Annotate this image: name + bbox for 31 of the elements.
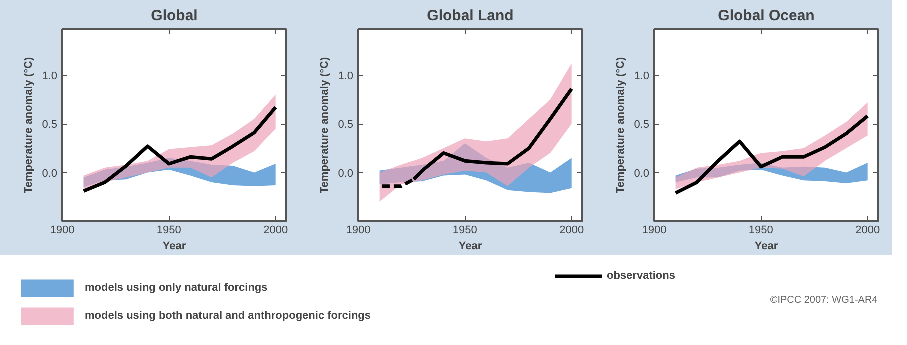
x-tick-label: 1900	[346, 224, 371, 236]
legend-label: observations	[607, 270, 676, 282]
y-tick-label: 0.5	[634, 119, 650, 132]
x-tick-label: 1950	[748, 224, 774, 236]
x-tick-label: 1900	[50, 224, 75, 236]
y-tick-label: 1.0	[42, 70, 58, 82]
y-tick-label: 0.0	[42, 168, 58, 180]
y-tick-label: 0.0	[634, 168, 650, 180]
y-axis-title: Temperature anomaly (°C)	[319, 57, 332, 194]
chart-title: Global	[151, 8, 198, 24]
x-tick-label: 1950	[452, 224, 478, 236]
x-tick-label: 1900	[642, 224, 667, 236]
y-tick-label: 0.0	[338, 168, 354, 180]
chart-title: Global Ocean	[718, 8, 815, 24]
y-tick-label: 0.5	[42, 119, 58, 132]
x-tick-label: 2000	[264, 224, 288, 236]
y-axis-title: Temperature anomaly (°C)	[23, 57, 36, 194]
text: ©IPCC 2007: WG1-AR4	[770, 295, 878, 306]
y-tick-label: 1.0	[634, 70, 650, 82]
chart-title: Global Land	[427, 8, 514, 24]
y-axis-title: Temperature anomaly (°C)	[615, 57, 628, 194]
x-axis-title: Year	[458, 240, 483, 252]
x-tick-label: 1950	[156, 224, 182, 236]
x-tick-label: 2000	[856, 224, 880, 236]
y-tick-label: 1.0	[338, 70, 354, 82]
x-axis-title: Year	[162, 240, 187, 252]
legend-label: models using only natural forcings	[85, 282, 268, 294]
y-tick-label: 0.5	[338, 119, 354, 132]
x-axis-title: Year	[754, 240, 779, 252]
x-tick-label: 2000	[560, 224, 584, 236]
legend-label: models using both natural and anthropogenic forcings	[85, 310, 372, 322]
